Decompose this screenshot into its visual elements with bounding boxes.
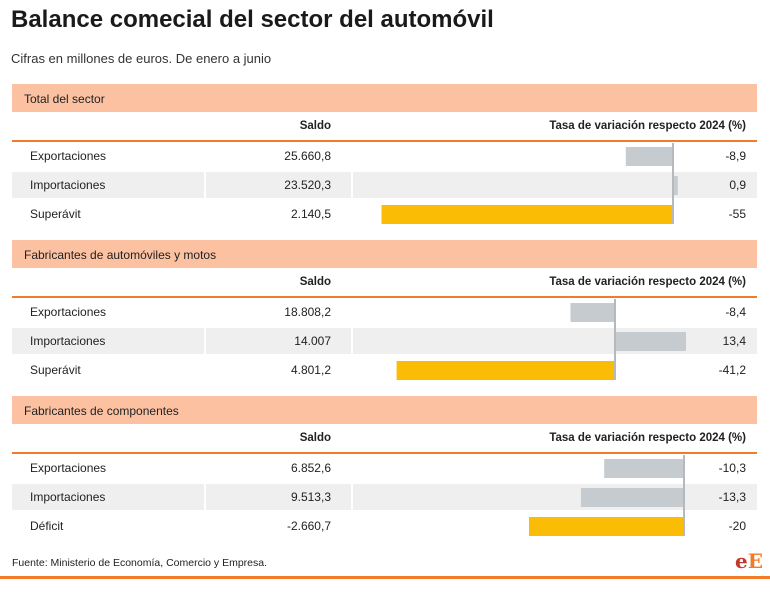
row-background (12, 172, 204, 198)
saldo-value: 18.808,2 (284, 305, 331, 319)
row-background (12, 328, 204, 354)
row-label: Exportaciones (30, 461, 107, 475)
pct-value: 13,4 (722, 334, 746, 348)
page-subtitle: Cifras en millones de euros. De enero a … (11, 51, 272, 66)
bar (580, 488, 684, 507)
logo-letter-E: E (747, 549, 763, 573)
bar (396, 361, 615, 380)
saldo-value: 25.660,8 (284, 149, 331, 163)
row-label: Exportaciones (30, 305, 107, 319)
bar-area (580, 488, 684, 507)
pct-value: -20 (728, 519, 746, 533)
bar (381, 205, 673, 224)
bar-area (604, 459, 684, 478)
bar (625, 147, 673, 166)
saldo-value: 9.513,3 (290, 490, 331, 504)
pct-value: -41,2 (718, 363, 746, 377)
table-row: Exportaciones 6.852,6 -10,3 (12, 455, 757, 481)
bar (570, 303, 615, 322)
column-header-tasa: Tasa de variación respecto 2024 (%) (549, 120, 746, 132)
bar (673, 176, 678, 195)
saldo-value: 2.140,5 (290, 207, 331, 221)
publisher-logo: eE (735, 549, 763, 573)
zero-axis-line (683, 455, 685, 536)
pct-value: -10,3 (718, 461, 746, 475)
column-header-tasa: Tasa de variación respecto 2024 (%) (549, 432, 746, 444)
header-divider (12, 452, 757, 454)
table-row: Importaciones 14.007 13,4 (12, 328, 757, 354)
section-header: Fabricantes de componentes (12, 396, 757, 424)
section-title: Total del sector (24, 92, 105, 106)
logo-letter-e: e (735, 549, 748, 573)
section-header: Total del sector (12, 84, 757, 112)
row-background (206, 484, 351, 510)
pct-value: 0,9 (729, 178, 746, 192)
saldo-value: -2.660,7 (286, 519, 331, 533)
header-divider (12, 140, 757, 142)
column-header-saldo: Saldo (299, 276, 331, 288)
row-label: Importaciones (30, 490, 106, 504)
row-background (206, 328, 351, 354)
row-label: Déficit (30, 519, 64, 533)
row-background (353, 328, 757, 354)
section-title: Fabricantes de automóviles y motos (24, 248, 217, 262)
column-header-saldo: Saldo (299, 432, 331, 444)
bar (615, 332, 686, 351)
header-divider (12, 296, 757, 298)
bar-area (570, 303, 615, 322)
saldo-value: 14.007 (294, 334, 331, 348)
zero-axis-line (614, 299, 616, 380)
row-label: Importaciones (30, 178, 106, 192)
pct-value: -8,9 (725, 149, 746, 163)
section-header: Fabricantes de automóviles y motos (12, 240, 757, 268)
saldo-value: 6.852,6 (290, 461, 331, 475)
bar (529, 517, 684, 536)
section-1: Total del sector Saldo Tasa de variación r… (12, 84, 757, 229)
section-title: Fabricantes de componentes (24, 404, 179, 418)
row-background (12, 484, 204, 510)
bar-area (529, 517, 684, 536)
bar-area (673, 176, 678, 195)
bar-area (381, 205, 673, 224)
table-row: Exportaciones 25.660,8 -8,9 (12, 143, 757, 169)
bar-area (625, 147, 673, 166)
row-label: Exportaciones (30, 149, 107, 163)
saldo-value: 23.520,3 (284, 178, 331, 192)
row-label: Superávit (30, 363, 81, 377)
page-title: Balance comecial del sector del automóvi… (11, 6, 494, 33)
bottom-divider (0, 576, 770, 579)
row-background (206, 172, 351, 198)
table-row: Superávit 2.140,5 -55 (12, 201, 757, 227)
row-label: Superávit (30, 207, 81, 221)
bar-area (615, 332, 686, 351)
pct-value: -55 (728, 207, 746, 221)
source-note: Fuente: Ministerio de Economía, Comercio… (12, 557, 268, 569)
zero-axis-line (672, 143, 674, 224)
column-header-saldo: Saldo (299, 120, 331, 132)
table-row: Importaciones 23.520,3 0,9 (12, 172, 757, 198)
section-2: Fabricantes de automóviles y motos Saldo T… (12, 240, 757, 385)
bar-area (396, 361, 615, 380)
row-background (353, 484, 757, 510)
column-header-tasa: Tasa de variación respecto 2024 (%) (549, 276, 746, 288)
row-background (353, 172, 757, 198)
pct-value: -13,3 (718, 490, 746, 504)
pct-value: -8,4 (725, 305, 746, 319)
table-row: Déficit -2.660,7 -20 (12, 513, 757, 539)
bar (604, 459, 684, 478)
table-row: Exportaciones 18.808,2 -8,4 (12, 299, 757, 325)
row-label: Importaciones (30, 334, 106, 348)
section-3: Fabricantes de componentes Saldo Tasa de v… (12, 396, 757, 541)
table-row: Superávit 4.801,2 -41,2 (12, 357, 757, 383)
saldo-value: 4.801,2 (290, 363, 331, 377)
table-row: Importaciones 9.513,3 -13,3 (12, 484, 757, 510)
